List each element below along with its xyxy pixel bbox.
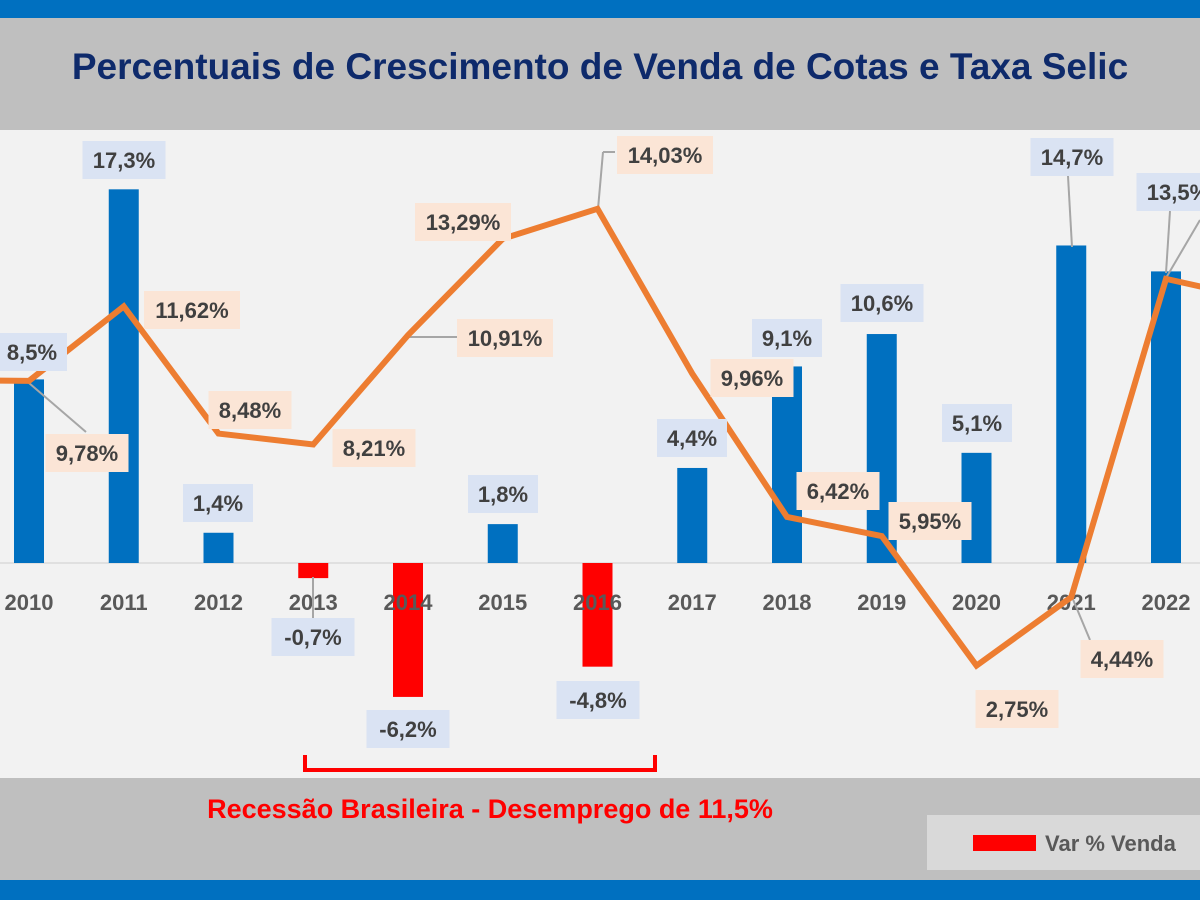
selic-data-label-bg <box>208 391 292 429</box>
bar-2018 <box>772 366 802 563</box>
selic-data-label-bg <box>710 359 794 397</box>
bar-data-label-bg <box>183 484 253 522</box>
bar-data-label: 5,1% <box>952 411 1002 436</box>
selic-data-label-bg <box>332 429 416 467</box>
bar-2014 <box>393 563 423 697</box>
selic-data-label: 14,03% <box>628 143 703 168</box>
bar-data-label-bg <box>840 284 924 322</box>
selic-data-label: 9,96% <box>721 366 783 391</box>
selic-data-label-bg <box>415 203 511 241</box>
recession-annotation: Recessão Brasileira - Desemprego de 11,5… <box>207 794 773 824</box>
x-tick-label: 2015 <box>478 590 527 615</box>
top-frame-bar <box>0 0 1200 18</box>
leader-line <box>1071 596 1091 641</box>
bar-2013 <box>298 563 329 579</box>
bar-data-label-bg <box>657 419 727 457</box>
leader-line <box>1165 210 1171 274</box>
selic-data-label: 5,95% <box>899 509 961 534</box>
bar-data-label: 9,1% <box>762 326 812 351</box>
selic-data-label: 13,29% <box>426 210 501 235</box>
selic-data-label-bg <box>975 690 1059 728</box>
x-tick-label: 2018 <box>763 590 812 615</box>
bar-data-label: -0,7% <box>284 625 341 650</box>
legend-label: Var % Venda <box>1045 831 1177 856</box>
selic-data-label-bg <box>1080 640 1164 678</box>
bar-data-label-bg <box>468 475 538 513</box>
title-band <box>0 18 1200 130</box>
selic-data-label: 9,78% <box>56 441 118 466</box>
selic-data-label-bg <box>144 291 240 329</box>
bar-data-label: -6,2% <box>379 717 436 742</box>
selic-data-label: 10,91% <box>468 326 543 351</box>
bar-2012 <box>203 532 234 563</box>
bar-data-label: 13,5% <box>1147 180 1200 205</box>
x-tick-label: 2022 <box>1142 590 1191 615</box>
selic-data-label-bg <box>888 502 972 540</box>
selic-data-label: 2,75% <box>986 697 1048 722</box>
selic-data-label-bg <box>45 434 129 472</box>
bar-2021 <box>1056 245 1087 564</box>
bar-data-label: 1,8% <box>478 482 528 507</box>
bar-2011 <box>108 189 139 563</box>
bar-data-label-bg <box>1136 173 1200 211</box>
bar-data-label-bg <box>82 141 166 179</box>
recession-bracket <box>303 755 657 772</box>
bar-data-label: -4,8% <box>569 688 626 713</box>
bar-data-label: 8,5% <box>7 340 57 365</box>
x-tick-label: 2019 <box>857 590 906 615</box>
leader-line <box>1067 175 1073 248</box>
x-tick-label: 2012 <box>194 590 243 615</box>
selic-data-label-bg <box>796 472 880 510</box>
bar-data-label: 4,4% <box>667 426 717 451</box>
bar-data-label: 14,7% <box>1041 145 1103 170</box>
bar-2016 <box>582 563 613 667</box>
chart-title: Percentuais de Crescimento de Venda de C… <box>72 46 1128 87</box>
x-tick-label: 2014 <box>384 590 434 615</box>
x-tick-label: 2020 <box>952 590 1001 615</box>
x-tick-label: 2016 <box>573 590 622 615</box>
bar-data-label: 10,6% <box>851 291 913 316</box>
bar-2010 <box>14 379 44 563</box>
bar-data-label-bg <box>942 404 1012 442</box>
legend-swatch <box>973 835 1036 851</box>
x-tick-label: 2010 <box>5 590 54 615</box>
leader-line <box>28 382 87 433</box>
bar-data-label-bg <box>366 710 450 748</box>
x-tick-label: 2017 <box>668 590 717 615</box>
legend-box <box>927 815 1200 870</box>
bottom-frame-bar <box>0 880 1200 900</box>
bar-2017 <box>677 467 708 563</box>
leader-line <box>1165 219 1200 279</box>
bar-data-label-bg <box>271 618 355 656</box>
selic-data-label: 6,42% <box>807 479 869 504</box>
leader-line <box>597 151 604 210</box>
x-tick-label: 2011 <box>100 590 148 615</box>
selic-data-label: 8,48% <box>219 398 281 423</box>
bar-data-label: 17,3% <box>93 148 155 173</box>
bar-data-label-bg <box>1030 138 1114 176</box>
selic-data-label-bg <box>617 136 713 174</box>
bar-2015 <box>487 524 518 563</box>
selic-data-label: 4,44% <box>1091 647 1153 672</box>
bar-data-label-bg <box>752 319 822 357</box>
selic-data-label: 8,21% <box>343 436 405 461</box>
selic-data-label-bg <box>457 319 553 357</box>
bar-data-label: 1,4% <box>193 491 243 516</box>
bar-data-label-bg <box>556 681 640 719</box>
plot-area <box>0 130 1200 778</box>
bar-data-label-bg <box>0 333 67 371</box>
selic-data-label: 11,62% <box>155 298 228 323</box>
